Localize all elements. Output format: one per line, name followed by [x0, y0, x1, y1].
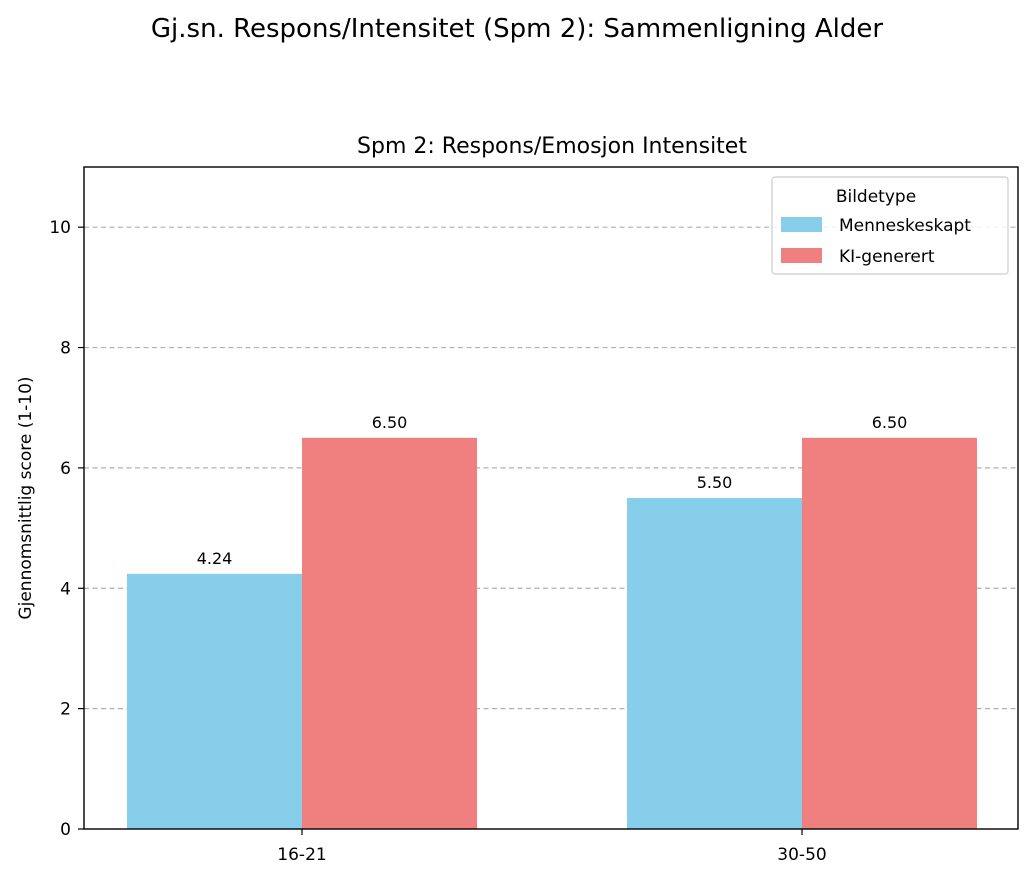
legend-swatch — [781, 217, 822, 232]
axis-ticks: 0 2 4 6 8 10 16-21 30-50 — [49, 218, 826, 865]
x-tick-label: 30-50 — [777, 845, 826, 865]
x-tick-label: 16-21 — [277, 845, 326, 865]
y-tick-label: 10 — [49, 218, 71, 238]
bar-menneskeskapt-16-21 — [127, 573, 302, 829]
bar-value-label: 6.50 — [372, 413, 408, 432]
bar-value-label: 4.24 — [197, 549, 233, 568]
y-tick-label: 8 — [60, 339, 71, 359]
legend-swatch — [781, 248, 822, 263]
legend: Bildetype Menneskeskapt KI-generert — [771, 176, 1009, 275]
data-labels: 4.24 6.50 5.50 6.50 — [197, 413, 908, 568]
figure-title: Gj.sn. Respons/Intensitet (Spm 2): Samme… — [151, 14, 883, 44]
legend-box — [771, 176, 1009, 275]
y-tick-label: 0 — [60, 820, 71, 840]
legend-title: Bildetype — [836, 187, 916, 207]
bar-value-label: 5.50 — [697, 473, 733, 492]
legend-entry-label: Menneskeskapt — [839, 216, 971, 236]
bar-menneskeskapt-30-50 — [627, 498, 802, 829]
bar-ki-generert-30-50 — [802, 437, 977, 829]
bar-ki-generert-16-21 — [302, 437, 477, 829]
bar-value-label: 6.50 — [872, 413, 908, 432]
y-tick-label: 4 — [60, 579, 71, 599]
y-tick-label: 6 — [60, 459, 71, 479]
y-tick-label: 2 — [60, 700, 71, 720]
y-axis-label: Gjennomsnittlig score (1-10) — [16, 376, 36, 619]
plot-area-frame — [83, 166, 1019, 830]
legend-entry-label: KI-generert — [839, 247, 935, 267]
chart-title: Spm 2: Respons/Emosjon Intensitet — [357, 134, 747, 159]
bars — [127, 437, 977, 829]
